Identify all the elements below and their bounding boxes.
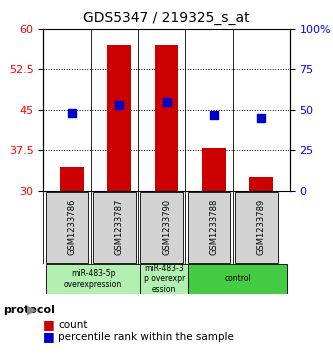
Text: count: count <box>58 320 88 330</box>
FancyBboxPatch shape <box>188 264 287 294</box>
Point <box>69 110 74 115</box>
Bar <box>155 45 178 191</box>
Bar <box>60 167 84 191</box>
Text: control: control <box>224 274 251 284</box>
Text: GSM1233789: GSM1233789 <box>257 199 266 256</box>
Text: GSM1233787: GSM1233787 <box>115 199 124 256</box>
Text: ■: ■ <box>43 330 55 343</box>
FancyBboxPatch shape <box>46 264 141 294</box>
Text: GSM1233788: GSM1233788 <box>209 199 218 256</box>
Text: GSM1233790: GSM1233790 <box>162 199 171 255</box>
Point <box>117 102 122 107</box>
FancyBboxPatch shape <box>235 192 278 263</box>
Point <box>164 99 169 105</box>
Bar <box>202 148 226 191</box>
Text: miR-483-3
p overexpr
ession: miR-483-3 p overexpr ession <box>144 264 185 294</box>
Point <box>259 115 264 121</box>
Text: ▶: ▶ <box>27 304 37 317</box>
FancyBboxPatch shape <box>93 192 136 263</box>
FancyBboxPatch shape <box>188 192 230 263</box>
Bar <box>249 178 273 191</box>
FancyBboxPatch shape <box>141 192 183 263</box>
FancyBboxPatch shape <box>141 264 188 294</box>
Text: ■: ■ <box>43 318 55 331</box>
FancyBboxPatch shape <box>46 192 88 263</box>
Text: percentile rank within the sample: percentile rank within the sample <box>58 332 234 342</box>
Bar <box>107 45 131 191</box>
Text: protocol: protocol <box>3 305 55 315</box>
Text: GSM1233786: GSM1233786 <box>67 199 76 256</box>
Text: GDS5347 / 219325_s_at: GDS5347 / 219325_s_at <box>83 11 250 25</box>
Point <box>211 113 216 118</box>
Text: miR-483-5p
overexpression: miR-483-5p overexpression <box>64 269 122 289</box>
